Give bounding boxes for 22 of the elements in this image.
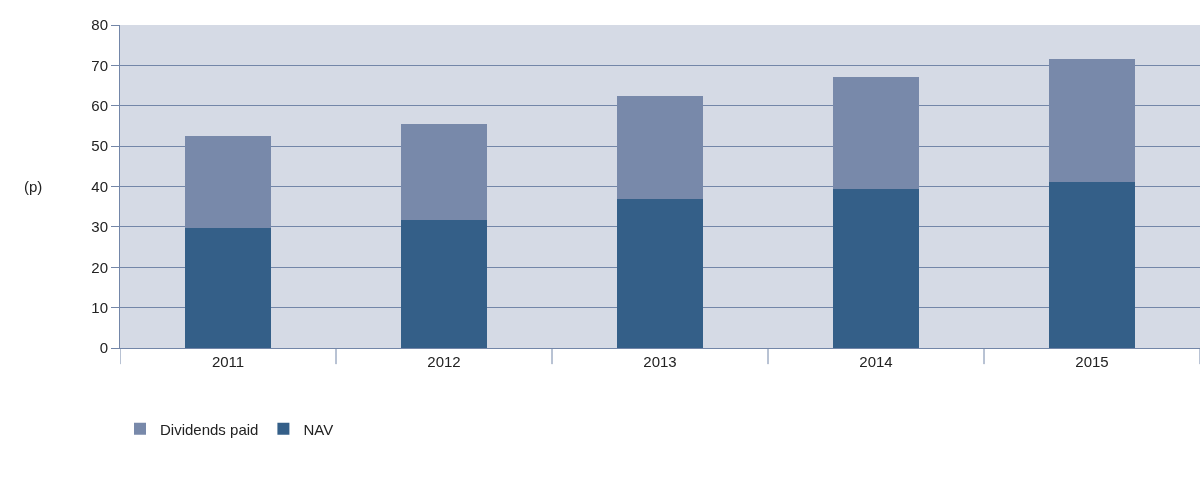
- y-tick-label: 80: [91, 16, 108, 34]
- bar: [1048, 181, 1136, 348]
- x-tick-label: 2013: [643, 353, 677, 370]
- legend-label: Dividends paid: [160, 420, 259, 438]
- y-axis-title: (p): [24, 178, 43, 195]
- y-tick-label: 60: [91, 97, 108, 114]
- bar: [400, 219, 488, 348]
- bar: [832, 188, 920, 348]
- x-tick-label: 2012: [427, 353, 461, 370]
- y-tick-label: 30: [91, 218, 108, 236]
- bar: [184, 227, 272, 348]
- y-tick-label: 70: [91, 56, 108, 74]
- legend-label: NAV: [303, 420, 334, 438]
- y-tick-label: 20: [91, 258, 108, 276]
- y-tick-label: 40: [91, 177, 108, 195]
- y-tick-label: 0: [99, 339, 108, 357]
- x-tick-label: 2015: [1075, 353, 1109, 370]
- y-tick-label: 10: [91, 298, 108, 316]
- y-tick-label: 50: [91, 137, 108, 155]
- bar: [616, 199, 704, 348]
- x-tick-label: 2014: [859, 353, 893, 370]
- x-tick-label: 2011: [211, 353, 245, 370]
